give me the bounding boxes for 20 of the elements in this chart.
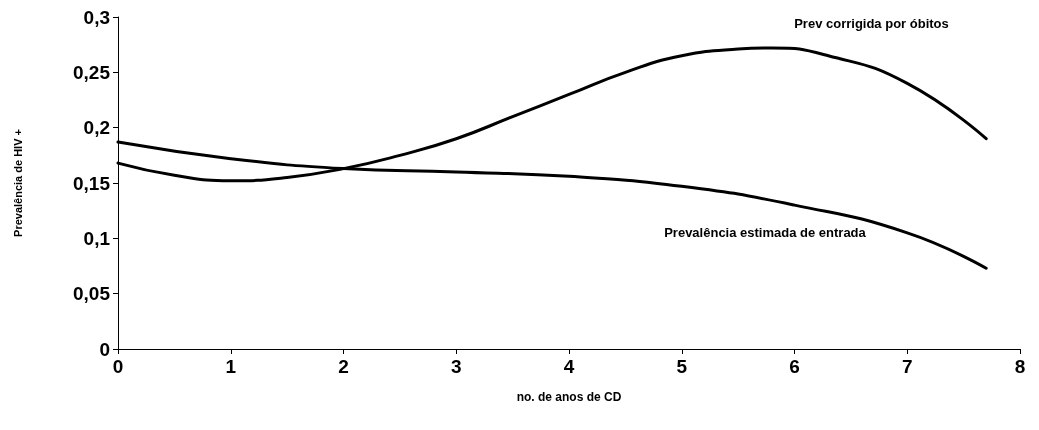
x-tick-label: 2 (338, 356, 349, 377)
x-tick-label: 3 (450, 356, 462, 377)
y-tick-label: 0,25 (73, 61, 111, 83)
y-axis-title: Prevalência de HIV + (11, 129, 24, 237)
y-tick-label: 0,2 (83, 117, 110, 139)
y-tick-label: 0,1 (83, 227, 111, 249)
x-tick-label: 4 (563, 356, 575, 377)
y-tick-label: 0,05 (73, 283, 111, 305)
y-tick-label: 0 (99, 338, 110, 360)
x-tick-label: 6 (789, 356, 800, 377)
x-axis-title: no. de anos de CD (516, 390, 622, 404)
x-tick-label: 8 (1014, 356, 1026, 377)
series-label: Prevalência estimada de entrada (664, 224, 867, 240)
x-tick-label: 7 (901, 356, 913, 377)
x-tick-label: 0 (112, 356, 124, 377)
y-tick-label: 0,3 (83, 6, 110, 28)
y-tick-label: 0,15 (73, 172, 111, 194)
x-tick-label: 5 (676, 356, 688, 377)
series-label: Prev corrigida por óbitos (794, 16, 949, 32)
x-tick-label: 1 (225, 356, 237, 377)
